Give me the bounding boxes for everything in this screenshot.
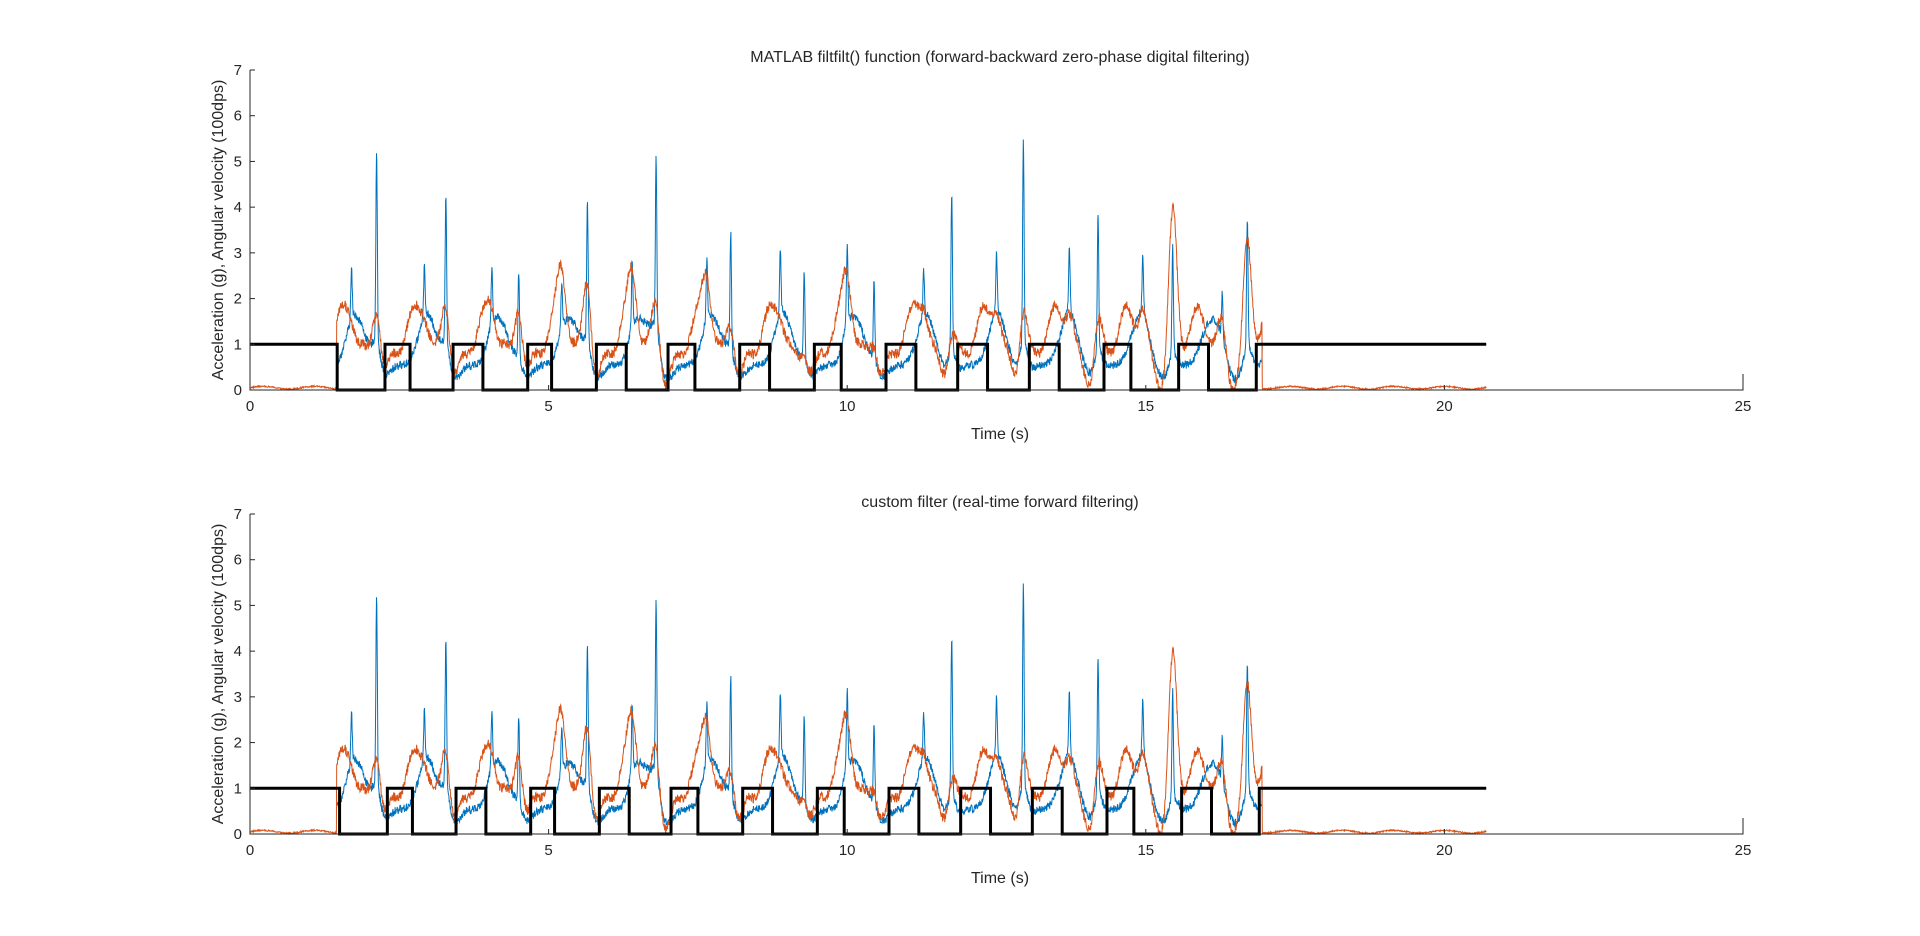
- series-line-orange: [249, 202, 1487, 392]
- x-axis-label: Time (s): [971, 870, 1029, 887]
- x-axis-label: Time (s): [971, 426, 1029, 443]
- x-tick-label: 0: [246, 842, 254, 859]
- x-tick-label: 15: [1137, 842, 1154, 859]
- y-tick-label: 5: [234, 153, 242, 170]
- y-tick-label: 2: [234, 735, 242, 752]
- y-tick-label: 1: [234, 780, 242, 797]
- axis-lines: [249, 514, 1744, 835]
- y-tick-label: 3: [234, 245, 242, 262]
- y-tick-label: 7: [234, 506, 242, 523]
- x-tick-label: 5: [544, 398, 552, 415]
- x-tick-label: 25: [1735, 842, 1752, 859]
- y-tick-label: 4: [234, 643, 242, 660]
- y-axis-label: Acceleration (g), Angular velocity (100d…: [210, 524, 227, 825]
- y-tick-label: 7: [234, 62, 242, 79]
- x-tick-label: 5: [544, 842, 552, 859]
- x-tick-label: 20: [1436, 842, 1453, 859]
- y-tick-label: 6: [234, 108, 242, 125]
- y-tick-label: 3: [234, 689, 242, 706]
- y-tick-label: 5: [234, 597, 242, 614]
- axis-ticks: 0 5 10 15 20 25 0 1 2 3 4 5 6 7: [234, 506, 1752, 859]
- x-tick-label: 10: [839, 398, 856, 415]
- chart-title: custom filter (real-time forward filteri…: [861, 494, 1138, 511]
- x-tick-label: 15: [1137, 398, 1154, 415]
- y-axis-label: Acceleration (g), Angular velocity (100d…: [210, 80, 227, 381]
- y-tick-label: 2: [234, 291, 242, 308]
- x-tick-label: 20: [1436, 398, 1453, 415]
- axis-lines: [249, 70, 1744, 391]
- y-tick-label: 4: [234, 199, 242, 216]
- x-tick-label: 10: [839, 842, 856, 859]
- y-tick-label: 0: [234, 382, 242, 399]
- chart-title: MATLAB filtfilt() function (forward-back…: [750, 49, 1249, 66]
- y-tick-label: 1: [234, 336, 242, 353]
- y-tick-label: 0: [234, 826, 242, 843]
- subplot-bottom: custom filter (real-time forward filteri…: [210, 494, 1751, 887]
- x-tick-label: 25: [1735, 398, 1752, 415]
- y-tick-label: 6: [234, 552, 242, 569]
- subplot-top: MATLAB filtfilt() function (forward-back…: [210, 49, 1751, 443]
- x-tick-label: 0: [246, 398, 254, 415]
- axis-ticks: 0 5 10 15 20 25 0 1 2 3 4 5 6 7: [234, 62, 1752, 415]
